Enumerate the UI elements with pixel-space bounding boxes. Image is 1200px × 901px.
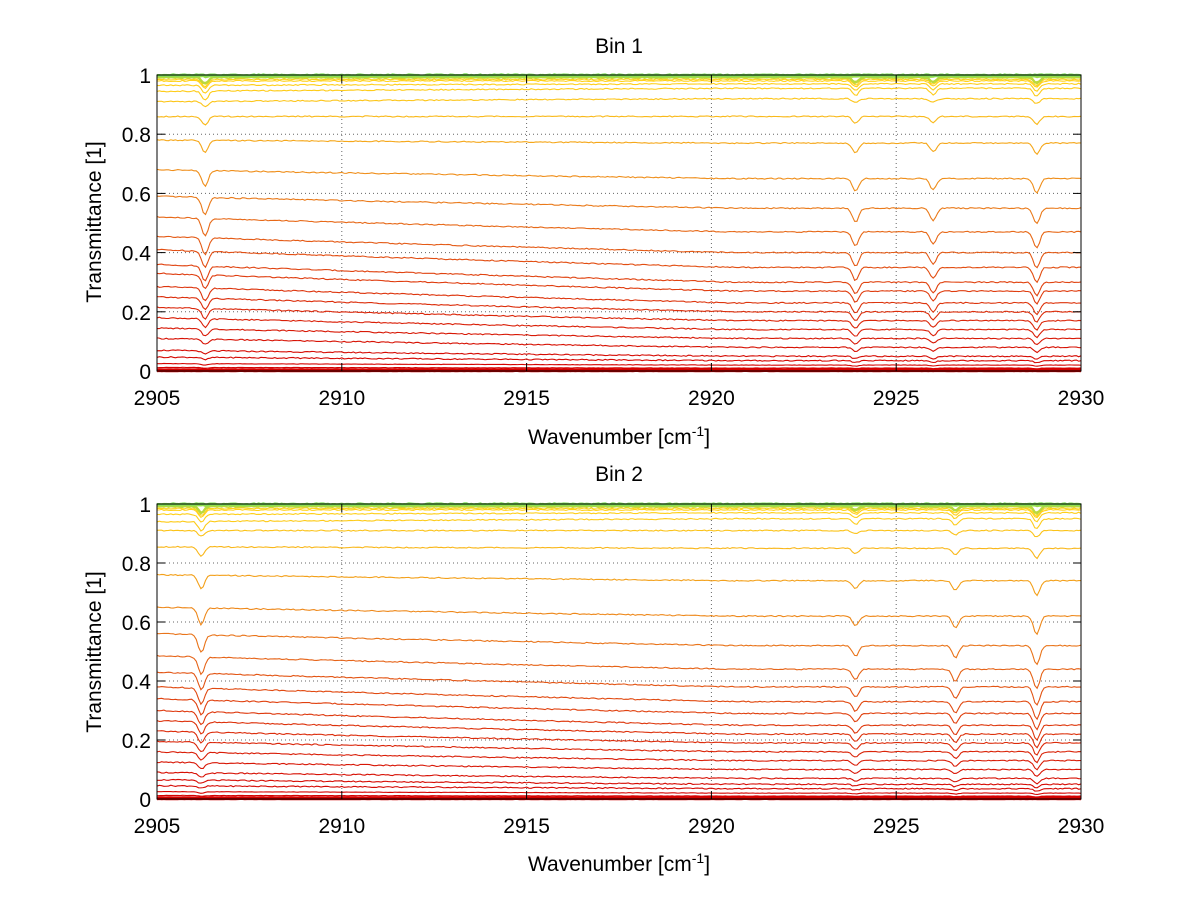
y-tick-label: 0 bbox=[139, 361, 151, 384]
series-line bbox=[156, 87, 1082, 101]
y-tick-label: 0.8 bbox=[122, 124, 151, 147]
series-line bbox=[156, 750, 1082, 771]
series-line bbox=[156, 327, 1082, 346]
y-tick-label: 0.4 bbox=[122, 671, 152, 694]
series-line bbox=[156, 362, 1082, 367]
x-tick-label: 2925 bbox=[873, 387, 920, 410]
x-tick-label: 2910 bbox=[318, 387, 365, 410]
series-line bbox=[156, 195, 1082, 225]
x-tick-labels: 2905 2910 2915 2920 2925 2930 bbox=[134, 75, 1105, 410]
subplot-bin-1: Bin 1 2905 2910 2915 2920 2925 2930 0 0.2 0.4 0.… bbox=[83, 35, 1104, 449]
series-line bbox=[156, 97, 1082, 108]
series-line bbox=[156, 248, 1081, 284]
y-axis-label: Transmittance [1] bbox=[83, 141, 106, 302]
series-line bbox=[156, 529, 1082, 538]
series-line bbox=[156, 719, 1082, 749]
y-tick-label: 1 bbox=[139, 65, 151, 88]
y-tick-label: 0.4 bbox=[122, 243, 152, 266]
series-line bbox=[156, 168, 1082, 194]
x-axis-label-text: Wavenumber [cm bbox=[528, 426, 692, 449]
series-line bbox=[156, 511, 1082, 523]
x-tick-label: 2920 bbox=[688, 387, 735, 410]
series-line bbox=[156, 349, 1082, 360]
series-line bbox=[156, 686, 1081, 721]
series-line bbox=[156, 796, 1082, 800]
x-axis-label-superscript: -1 bbox=[692, 423, 705, 439]
series-line bbox=[156, 545, 1082, 560]
series-line bbox=[156, 654, 1082, 690]
y-tick-labels: 0 0.2 0.4 0.6 0.8 1 bbox=[122, 65, 1081, 384]
x-axis-label-end: ] bbox=[704, 853, 710, 876]
series-lines bbox=[156, 502, 1082, 801]
x-axis-label-superscript: -1 bbox=[692, 850, 705, 866]
series-line bbox=[156, 285, 1082, 316]
x-tick-label: 2915 bbox=[503, 387, 550, 410]
chart-title: Bin 2 bbox=[595, 463, 643, 486]
axes-frame bbox=[156, 503, 1082, 800]
series-line bbox=[156, 790, 1082, 796]
x-axis-label: Wavenumber [cm-1] bbox=[528, 423, 710, 449]
x-tick-labels: 2905 2910 2915 2920 2925 2930 bbox=[134, 504, 1105, 838]
y-tick-label: 0.8 bbox=[122, 553, 151, 576]
y-tick-label: 0.2 bbox=[122, 730, 151, 753]
series-line bbox=[156, 508, 1082, 519]
series-line bbox=[156, 771, 1082, 785]
y-tick-label: 0.6 bbox=[122, 183, 151, 206]
x-axis-label-end: ] bbox=[704, 426, 710, 449]
series-line bbox=[156, 740, 1082, 764]
y-tick-label: 1 bbox=[139, 494, 151, 517]
x-tick-label: 2905 bbox=[134, 815, 181, 838]
x-tick-label: 2925 bbox=[873, 815, 920, 838]
series-line bbox=[156, 794, 1082, 798]
y-tick-label: 0 bbox=[139, 789, 151, 812]
series-line bbox=[156, 671, 1082, 706]
x-tick-label: 2905 bbox=[134, 387, 181, 410]
y-tick-labels: 0 0.2 0.4 0.6 0.8 1 bbox=[122, 494, 1081, 812]
series-line bbox=[156, 778, 1082, 789]
series-line bbox=[156, 306, 1082, 331]
series-line bbox=[156, 697, 1082, 731]
y-tick-label: 0.2 bbox=[122, 302, 151, 325]
y-axis-label: Transmittance [1] bbox=[83, 571, 106, 732]
subplot-bin-2: Bin 2 2905 2910 2915 2920 2925 2930 0 0.2 0.4 0.… bbox=[83, 463, 1104, 876]
series-line bbox=[156, 606, 1082, 636]
series-line bbox=[156, 79, 1082, 90]
series-line bbox=[156, 517, 1082, 532]
series-line bbox=[156, 235, 1082, 269]
x-tick-label: 2930 bbox=[1058, 387, 1105, 410]
chart-title: Bin 1 bbox=[595, 35, 643, 58]
series-line bbox=[156, 78, 1082, 88]
x-tick-label: 2915 bbox=[503, 815, 550, 838]
y-tick-label: 0.6 bbox=[122, 612, 151, 635]
x-axis-label-text: Wavenumber [cm bbox=[528, 853, 692, 876]
x-tick-label: 2920 bbox=[688, 815, 735, 838]
series-line bbox=[156, 507, 1082, 518]
series-line bbox=[156, 337, 1082, 354]
series-line bbox=[156, 366, 1082, 370]
series-line bbox=[156, 316, 1082, 339]
series-line bbox=[156, 784, 1082, 792]
x-tick-label: 2910 bbox=[318, 815, 365, 838]
series-lines bbox=[156, 73, 1082, 373]
series-line bbox=[156, 215, 1082, 249]
series-line bbox=[156, 115, 1082, 126]
grid-lines bbox=[157, 75, 1081, 371]
series-line bbox=[156, 263, 1082, 297]
series-line bbox=[157, 730, 1082, 756]
series-line bbox=[156, 761, 1082, 777]
x-axis-label: Wavenumber [cm-1] bbox=[528, 850, 710, 876]
series-line bbox=[156, 295, 1082, 323]
series-line bbox=[156, 139, 1082, 156]
axes-frame bbox=[156, 74, 1082, 372]
series-line bbox=[156, 368, 1082, 372]
series-line bbox=[156, 272, 1082, 305]
series-line bbox=[156, 356, 1082, 364]
series-line bbox=[156, 709, 1082, 742]
series-line bbox=[156, 573, 1082, 597]
series-line bbox=[156, 632, 1082, 666]
x-tick-label: 2930 bbox=[1058, 815, 1105, 838]
series-line bbox=[156, 82, 1082, 94]
